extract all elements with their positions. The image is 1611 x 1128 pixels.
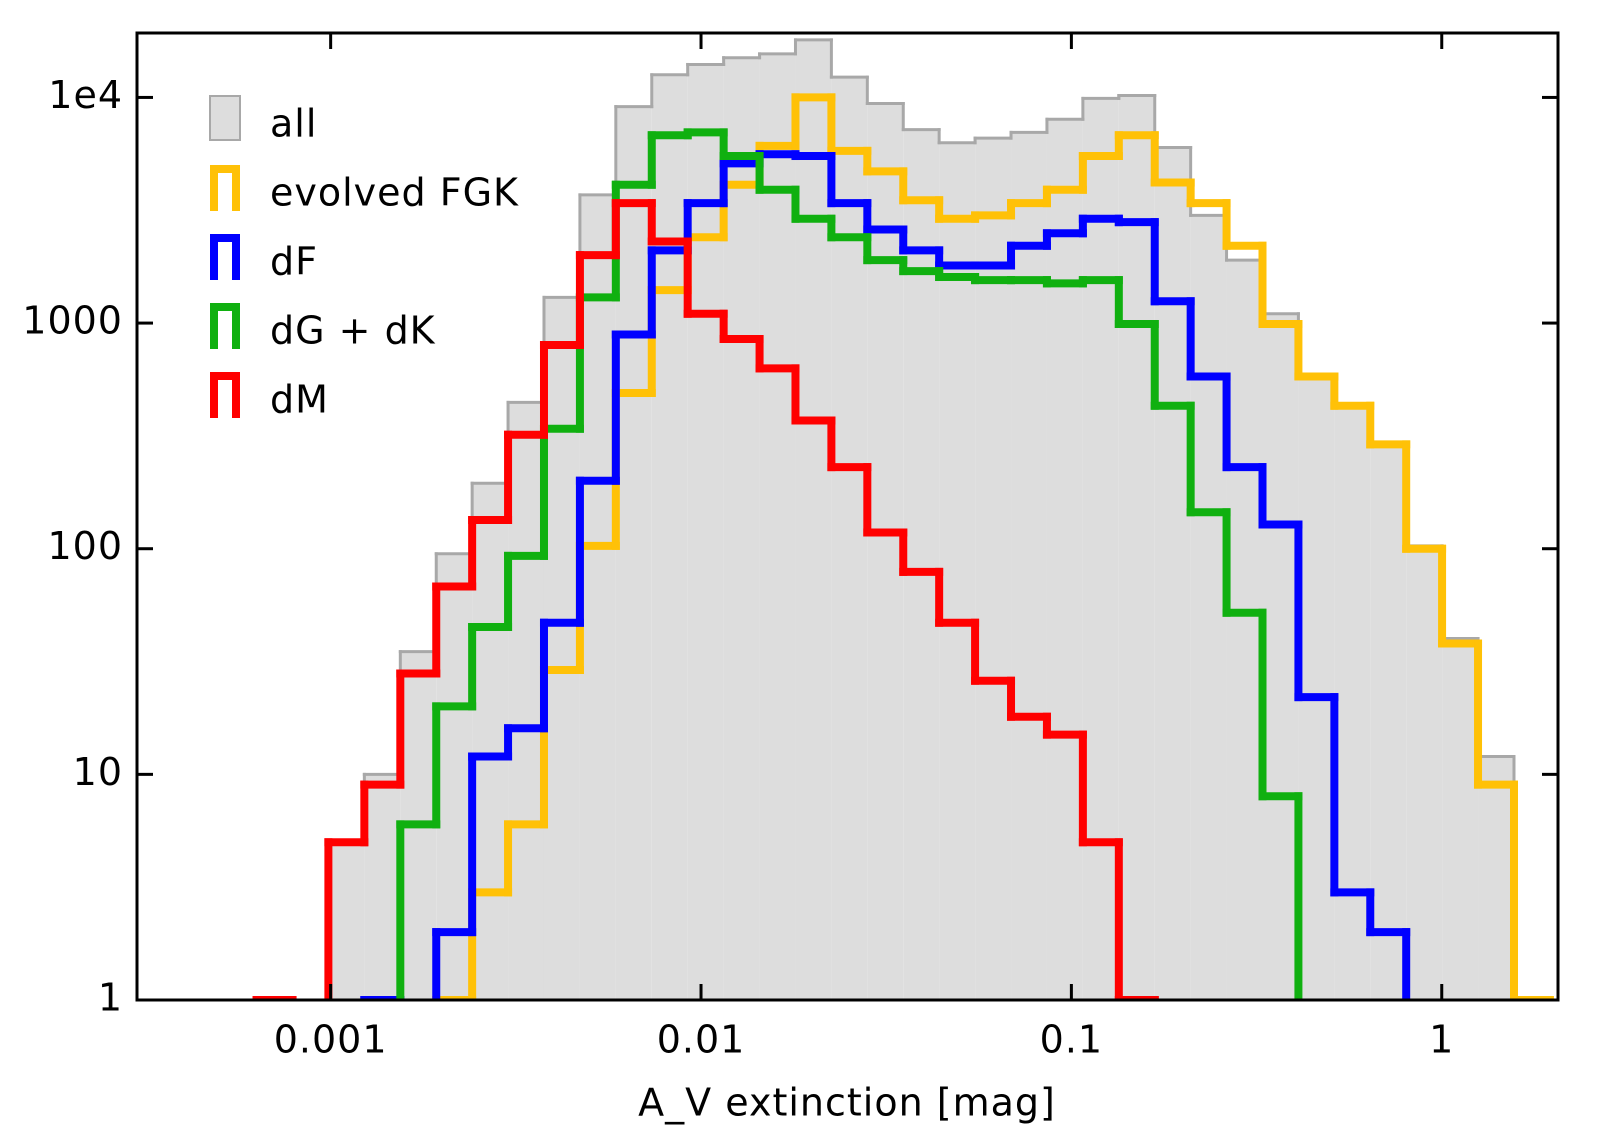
legend-entry: dG + dK bbox=[210, 303, 436, 353]
histogram-bar bbox=[1262, 313, 1299, 1000]
histogram-bar bbox=[1406, 545, 1443, 1000]
histogram-bar bbox=[759, 53, 796, 1000]
x-tick-label: 0.01 bbox=[657, 1018, 746, 1062]
y-tick-label: 1000 bbox=[22, 299, 123, 343]
histogram-bar bbox=[1046, 119, 1083, 1000]
histogram-bar bbox=[1154, 147, 1191, 1000]
legend-entry: evolved FGK bbox=[210, 165, 519, 215]
legend-label: all bbox=[270, 102, 317, 146]
legend-entry: all bbox=[209, 95, 317, 146]
histogram-bar bbox=[1442, 638, 1479, 1000]
histogram-bar bbox=[687, 64, 724, 1000]
y-tick-label: 10 bbox=[73, 750, 123, 794]
histogram-bar bbox=[867, 103, 904, 1000]
histogram-step-line bbox=[360, 150, 1411, 1000]
legend-entry: dM bbox=[210, 372, 329, 422]
histogram-bar bbox=[436, 553, 473, 1000]
histogram-bar bbox=[1082, 98, 1119, 1000]
histogram-step-line bbox=[252, 199, 1159, 1000]
histogram-bar bbox=[795, 39, 832, 1000]
histogram-bar bbox=[1190, 215, 1227, 1000]
histogram-bar bbox=[1334, 405, 1371, 1000]
legend-swatch bbox=[210, 165, 240, 211]
plot-area bbox=[252, 38, 1554, 1020]
histogram-bar bbox=[1478, 756, 1515, 1000]
x-axis-label: A_V extinction [mag] bbox=[638, 1081, 1056, 1125]
legend-swatch bbox=[210, 234, 240, 280]
histogram-bar bbox=[831, 77, 868, 1000]
histogram-bar bbox=[1226, 260, 1263, 1000]
legend-label: dF bbox=[270, 240, 318, 284]
axes-frame bbox=[135, 31, 1560, 1002]
histogram-bar bbox=[400, 651, 437, 1000]
histogram-bar bbox=[615, 106, 652, 1000]
histogram-bar bbox=[975, 138, 1012, 1000]
legend-entry: dF bbox=[210, 234, 318, 284]
axes: 1 10 100 1000 1e4 0.001 0.01 0.1 1 bbox=[22, 33, 1558, 1062]
histogram-bar bbox=[579, 194, 616, 1000]
histogram-bar bbox=[651, 74, 688, 1000]
histogram-bar bbox=[472, 483, 509, 1000]
legend-swatch bbox=[209, 95, 241, 141]
histogram-bar bbox=[328, 842, 365, 1000]
histogram-bar bbox=[1011, 132, 1047, 1000]
x-tick-label: 0.1 bbox=[1040, 1018, 1103, 1062]
histogram-bar bbox=[508, 402, 544, 1000]
y-tick-label: 100 bbox=[47, 524, 123, 568]
histogram-bar bbox=[543, 297, 580, 1000]
x-tick-label: 0.001 bbox=[274, 1018, 388, 1062]
legend-label: dG + dK bbox=[270, 309, 436, 353]
histogram-bar bbox=[1298, 376, 1335, 1000]
histogram-bar bbox=[1118, 95, 1155, 1000]
x-tick-label: 1 bbox=[1429, 1018, 1454, 1062]
legend-swatch bbox=[210, 372, 240, 418]
histogram-bar bbox=[1370, 444, 1407, 1000]
legend-label: evolved FGK bbox=[270, 171, 519, 215]
histogram-bar bbox=[939, 142, 976, 1000]
legend-swatch bbox=[210, 303, 240, 349]
histogram-bar bbox=[723, 57, 760, 1000]
y-tick-label: 1e4 bbox=[48, 73, 123, 117]
y-tick-label: 1 bbox=[98, 976, 123, 1020]
histogram-bar bbox=[364, 774, 401, 1000]
histogram-bar bbox=[1514, 1000, 1550, 1020]
histogram-step-line bbox=[396, 128, 1303, 1000]
legend-label: dM bbox=[270, 378, 329, 422]
